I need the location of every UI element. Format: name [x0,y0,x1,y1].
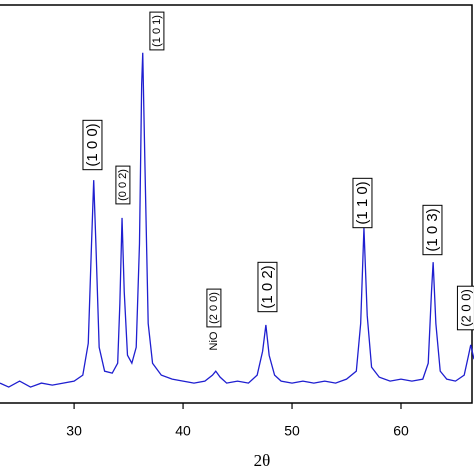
label-box [149,11,165,51]
peak-annotation: (0 0 2) [115,165,131,205]
x-axis-label: 2θ [254,451,271,470]
peak-annotation: (2 0 0) [206,288,222,328]
label-box [456,285,474,331]
peak-label: (1 0 3) [424,208,441,251]
peak-annotation: (1 0 0) [82,119,103,171]
x-tick-label: 60 [393,423,409,439]
data-line [0,52,474,388]
label-box [115,165,131,205]
peak-annotation: (1 0 3) [422,204,443,256]
peak-annotation: (2 0 0) [456,285,474,331]
peak-label: (0 0 2) [117,169,129,201]
peak-label: (1 0 2) [259,265,276,308]
peak-label: NiO [208,331,220,350]
x-tick-label: 40 [175,423,191,439]
label-box [82,119,103,171]
plot-frame [0,4,473,404]
peak-label: (1 1 0) [354,181,371,224]
label-box [352,177,373,229]
x-tick-label: 50 [284,423,300,439]
peak-annotation: NiO [208,331,220,350]
peak-annotation: (1 0 2) [257,261,278,313]
peak-annotation: (1 1 0) [352,177,373,229]
label-box [257,261,278,313]
peak-label: (2 0 0) [208,292,220,324]
peak-label: (1 0 0) [84,123,101,166]
x-tick-label: 30 [66,423,82,439]
peak-label: (2 0 0) [458,289,473,327]
peak-label: (1 0 1) [151,15,163,47]
peak-annotation: (1 0 1) [149,11,165,51]
label-box [206,288,222,328]
label-box [422,204,443,256]
